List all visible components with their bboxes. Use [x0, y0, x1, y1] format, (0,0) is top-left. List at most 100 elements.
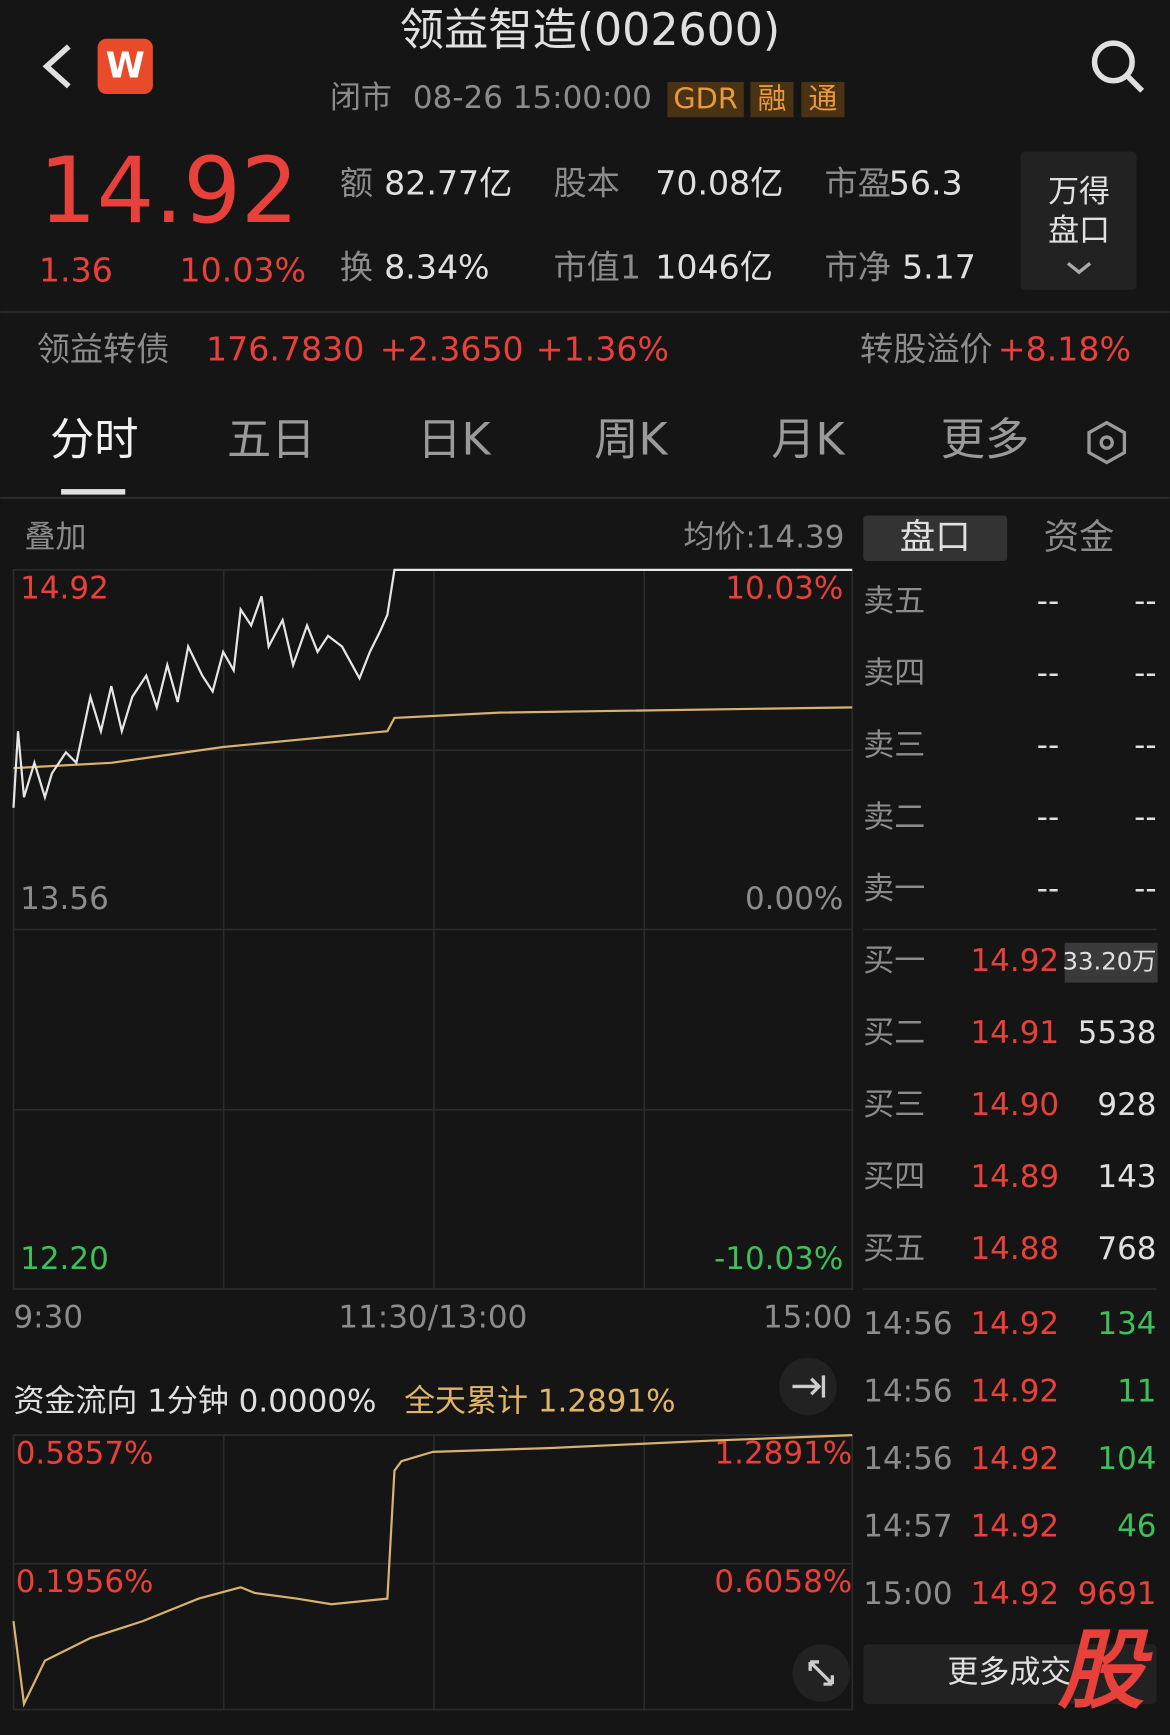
trade-time: 14:56 — [863, 1441, 952, 1477]
stat-label: 换 — [340, 247, 373, 286]
level-label: 买三 — [863, 1087, 925, 1123]
level-price: 14.91 — [970, 1015, 1059, 1051]
flow-total: 全天累计 1.2891% — [404, 1384, 676, 1420]
flow-line — [12, 1434, 853, 1708]
change-pct: 10.03% — [179, 251, 306, 290]
overlay-button[interactable]: 叠加 — [25, 519, 87, 555]
level-label: 买五 — [863, 1231, 925, 1267]
book-tab[interactable]: 资金 — [1044, 517, 1115, 558]
stat-label: 市值1 — [553, 247, 641, 286]
stat-label: 市净 — [825, 247, 891, 286]
avg-label: 均价:14.39 — [683, 519, 844, 555]
level-vol: 143 — [1097, 1159, 1156, 1195]
watermark: 股 — [1057, 1621, 1153, 1721]
left-label: 0.1956% — [16, 1564, 154, 1600]
level-vol: -- — [1134, 727, 1156, 763]
tab[interactable]: 更多 — [941, 415, 1030, 466]
trade-price: 14.92 — [970, 1509, 1059, 1545]
price-line — [12, 568, 853, 808]
trade-time: 14:57 — [863, 1509, 952, 1545]
level-price: 14.92 — [970, 943, 1059, 979]
y-tick-label: 0.6058% — [714, 1564, 852, 1600]
x-tick-label: 11:30/13:00 — [338, 1299, 527, 1335]
y-tick-label: 1.2891% — [714, 1436, 852, 1472]
flow-label: 资金流向 1分钟 0.0000% — [13, 1384, 376, 1420]
level-price: -- — [1037, 584, 1059, 620]
trade-time: 14:56 — [863, 1306, 952, 1342]
trade-vol: 104 — [1097, 1441, 1156, 1477]
level-label: 卖五 — [863, 584, 925, 620]
tag: 通 — [809, 82, 838, 116]
button-label: 万得 — [1048, 174, 1110, 210]
trade-price: 14.92 — [970, 1306, 1059, 1342]
level-vol: 928 — [1097, 1087, 1156, 1123]
level-label: 卖四 — [863, 655, 925, 691]
app-icon-letter: W — [106, 45, 145, 86]
tab[interactable]: 周K — [594, 415, 668, 466]
y-tick-label: 12.20 — [20, 1241, 109, 1277]
level-price: -- — [1037, 799, 1059, 835]
price: 14.92 — [39, 139, 299, 244]
x-tick-label: 9:30 — [13, 1299, 83, 1335]
pct-label: 10.03% — [725, 570, 843, 606]
status: 闭市 — [330, 80, 392, 116]
time: 08-26 15:00:00 — [413, 80, 652, 116]
y-tick-label: 13.56 — [20, 881, 109, 917]
settings-button[interactable] — [1087, 420, 1127, 465]
fullscreen-icon — [808, 1660, 834, 1686]
title: 领益智造(002600) — [400, 5, 780, 56]
tag-bg — [801, 81, 845, 118]
tab[interactable]: 分时 — [50, 415, 139, 466]
book-tab[interactable]: 盘口 — [900, 517, 971, 558]
level-vol: -- — [1134, 584, 1156, 620]
tag-bg — [750, 81, 794, 118]
trade-vol: 9691 — [1078, 1576, 1157, 1612]
level-label: 卖一 — [863, 871, 925, 907]
button-label: 盘口 — [1048, 213, 1110, 249]
stat-value: 82.77亿 — [384, 163, 512, 202]
level-label: 买一 — [863, 943, 925, 979]
search-handle — [1125, 74, 1145, 93]
trade-price: 14.92 — [970, 1576, 1059, 1612]
pct-label: -10.03% — [714, 1241, 843, 1277]
stat-label: 股本 — [553, 163, 619, 202]
tab[interactable]: 日K — [417, 415, 491, 466]
trade-time: 15:00 — [863, 1576, 952, 1612]
level-vol: 33.20万 — [1063, 947, 1157, 976]
tag: GDR — [673, 82, 737, 116]
level-price: 14.88 — [970, 1231, 1059, 1267]
trade-vol: 11 — [1117, 1374, 1156, 1410]
more-trades: 更多成交 — [947, 1655, 1071, 1691]
stat-label: 额 — [340, 163, 373, 202]
active-tab-bg — [863, 515, 1008, 561]
stat-value: 5.17 — [902, 247, 976, 286]
bond-pct: +1.36% — [536, 329, 669, 368]
stat-value: 8.34% — [384, 247, 489, 286]
tag-bg — [667, 81, 744, 118]
level-price: -- — [1037, 655, 1059, 691]
level-vol: -- — [1134, 655, 1156, 691]
highlight — [1064, 942, 1158, 983]
settings-dot — [1099, 435, 1114, 450]
trade-price: 14.92 — [970, 1441, 1059, 1477]
more-trades-button[interactable] — [863, 1644, 1157, 1705]
level-vol: -- — [1134, 871, 1156, 907]
tab[interactable]: 月K — [771, 415, 845, 466]
premium-label: 转股溢价 — [860, 329, 993, 368]
level-label: 买二 — [863, 1015, 925, 1051]
expand-icon — [792, 1375, 826, 1398]
x-tick-label: 15:00 — [763, 1299, 852, 1335]
tab[interactable]: 五日 — [227, 415, 316, 466]
bond-name: 领益转债 — [37, 329, 170, 368]
back-button[interactable] — [42, 44, 71, 89]
level-price: 14.90 — [970, 1087, 1059, 1123]
panel-button[interactable] — [1020, 151, 1137, 290]
trade-price: 14.92 — [970, 1374, 1059, 1410]
left-label: 0.5857% — [16, 1436, 154, 1472]
search-button[interactable] — [1091, 40, 1135, 84]
level-price: -- — [1037, 871, 1059, 907]
avg-line — [13, 706, 853, 770]
level-label: 卖三 — [863, 727, 925, 763]
